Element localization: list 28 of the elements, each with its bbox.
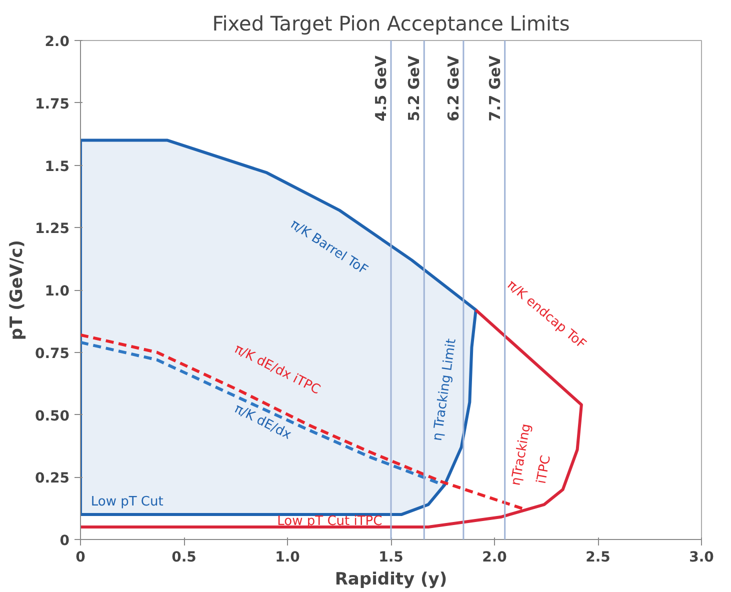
annotation: Low pT Cut iTPC bbox=[277, 514, 382, 529]
x-tick-label: 1.5 bbox=[378, 550, 404, 566]
ref-line-label: 5.2 GeV bbox=[405, 55, 424, 122]
ref-line-label: 7.7 GeV bbox=[486, 55, 504, 122]
annotation: ηTracking bbox=[508, 422, 534, 487]
x-tick-label: 0.5 bbox=[172, 550, 196, 566]
y-tick-label: 1.25 bbox=[34, 221, 70, 238]
y-tick-label: 0.25 bbox=[34, 470, 70, 487]
annotation: η Tracking Limit bbox=[430, 338, 460, 442]
x-tick-label: 0 bbox=[76, 550, 86, 566]
ref-line-label: 6.2 GeV bbox=[444, 55, 462, 122]
y-tick-label: 1.5 bbox=[44, 158, 70, 175]
y-tick-label: 0.50 bbox=[34, 408, 70, 424]
y-tick-label: 1.75 bbox=[34, 96, 70, 112]
annotation: iTPC bbox=[534, 454, 554, 485]
y-tick-label: 2.0 bbox=[44, 34, 70, 50]
y-axis-title: pT (GeV/c) bbox=[6, 240, 27, 340]
x-tick-label: 2.0 bbox=[482, 550, 508, 566]
y-tick-label: 0.75 bbox=[34, 346, 70, 362]
ref-line-label: 4.5 GeV bbox=[372, 55, 390, 122]
x-tick-label: 2.5 bbox=[586, 550, 610, 566]
annotation: Low pT Cut bbox=[90, 494, 164, 510]
x-axis-title: Rapidity (y) bbox=[334, 570, 448, 590]
y-tick-label: 0 bbox=[60, 533, 70, 549]
x-tick-label: 1.0 bbox=[275, 550, 300, 566]
y-tick-label: 1.0 bbox=[44, 284, 70, 300]
x-tick-label: 3.0 bbox=[689, 550, 714, 566]
chart-title: Fixed Target Pion Acceptance Limits bbox=[212, 12, 570, 36]
